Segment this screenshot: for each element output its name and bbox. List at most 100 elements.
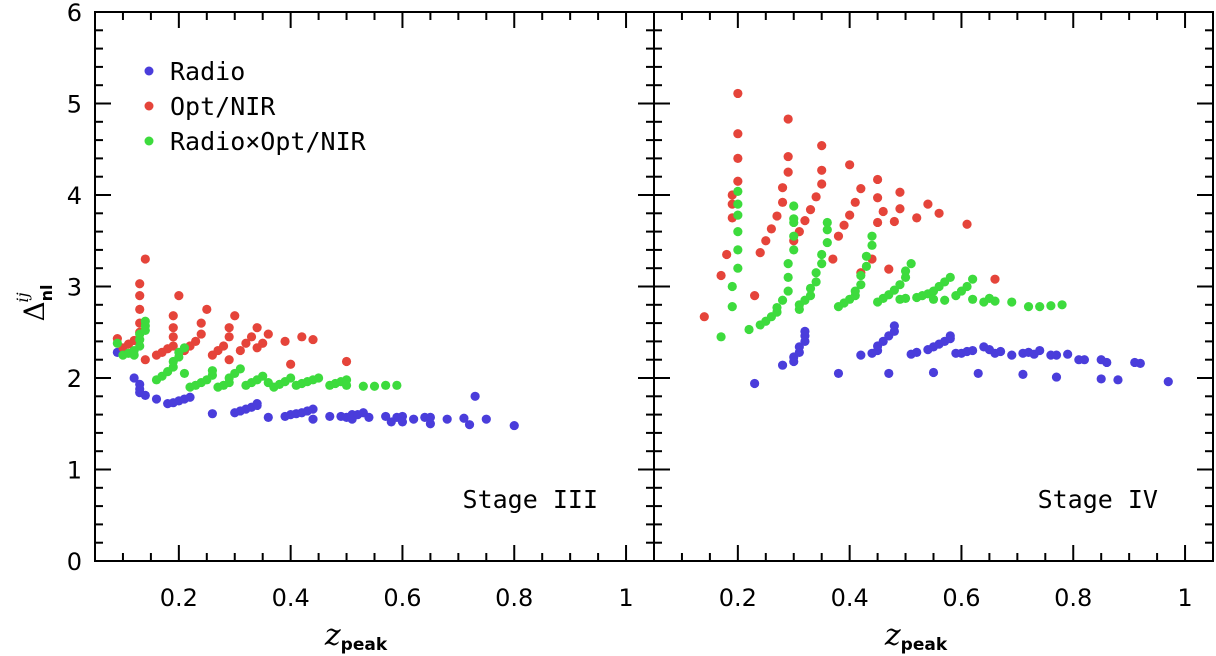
point-radio-x-opt-nir — [179, 343, 190, 353]
point-radio — [397, 417, 408, 427]
point-radio-x-opt-nir — [783, 272, 793, 282]
point-opt-nir — [833, 231, 844, 241]
point-opt-nir — [817, 140, 827, 151]
x-tick-label-stage-iv: 0.4 — [831, 584, 869, 612]
point-opt-nir — [873, 193, 883, 203]
point-radio-x-opt-nir — [822, 217, 832, 228]
x-tick-label-stage-iv: 0.8 — [1054, 584, 1092, 612]
point-opt-nir — [923, 199, 933, 209]
point-radio — [833, 368, 844, 379]
y-axis-label-symbol: Δ — [18, 301, 51, 321]
point-opt-nir — [241, 338, 251, 348]
point-opt-nir — [817, 165, 827, 175]
series-radio-stage-iii — [112, 347, 519, 431]
point-radio-x-opt-nir — [733, 263, 743, 273]
point-opt-nir — [135, 304, 145, 314]
point-radio-x-opt-nir — [811, 277, 821, 287]
x-axis-label-right-symbol: z — [884, 618, 901, 653]
point-radio-x-opt-nir — [968, 274, 978, 284]
point-radio-x-opt-nir — [962, 281, 972, 292]
point-radio-x-opt-nir — [817, 249, 827, 260]
point-radio-x-opt-nir — [135, 341, 145, 351]
series-radio-x-opt-nir-stage-iii — [112, 316, 402, 392]
point-radio — [800, 326, 810, 336]
point-opt-nir — [722, 249, 732, 260]
point-radio-x-opt-nir — [140, 316, 150, 326]
point-opt-nir — [218, 341, 229, 351]
point-radio-x-opt-nir — [733, 210, 743, 220]
point-opt-nir — [750, 291, 760, 301]
point-radio-x-opt-nir — [805, 291, 816, 301]
point-opt-nir — [811, 192, 821, 202]
point-opt-nir — [224, 355, 234, 365]
point-radio-x-opt-nir — [727, 281, 737, 292]
y-tick-label: 0 — [67, 548, 82, 576]
point-radio — [325, 411, 335, 422]
point-radio — [1096, 374, 1106, 384]
panel-stage-iii-marks — [112, 254, 519, 431]
point-radio-x-opt-nir — [1007, 297, 1017, 307]
point-opt-nir — [140, 355, 150, 365]
point-radio-x-opt-nir — [381, 380, 391, 390]
point-radio-x-opt-nir — [789, 201, 799, 211]
point-opt-nir — [230, 311, 240, 321]
point-opt-nir — [873, 217, 883, 228]
point-opt-nir — [839, 220, 849, 230]
point-radio — [973, 368, 983, 379]
point-opt-nir — [755, 248, 765, 258]
point-radio-x-opt-nir — [1023, 302, 1034, 312]
point-radio-x-opt-nir — [990, 296, 1000, 306]
point-radio-x-opt-nir — [867, 240, 877, 250]
point-radio-x-opt-nir — [772, 302, 782, 313]
point-radio — [777, 360, 788, 370]
x-axis-label-left: zpeak — [324, 618, 388, 655]
point-radio-x-opt-nir — [744, 324, 754, 335]
point-radio-x-opt-nir — [733, 227, 743, 237]
point-opt-nir — [280, 336, 290, 346]
point-radio-x-opt-nir — [811, 268, 821, 278]
point-radio — [425, 419, 435, 429]
point-radio-x-opt-nir — [733, 186, 743, 196]
y-tick-label: 2 — [67, 365, 82, 393]
x-tick-label-stage-iii: 0.2 — [160, 584, 198, 612]
point-radio — [425, 412, 435, 422]
point-opt-nir — [912, 213, 922, 223]
x-axis-label-right-subscript: peak — [901, 635, 948, 655]
point-radio — [928, 367, 939, 378]
point-opt-nir — [196, 329, 206, 339]
point-opt-nir — [805, 205, 816, 215]
point-radio — [750, 378, 760, 389]
point-radio-x-opt-nir — [906, 259, 916, 269]
point-radio-x-opt-nir — [968, 294, 978, 304]
point-radio — [263, 412, 273, 422]
point-opt-nir — [263, 329, 273, 339]
point-radio-x-opt-nir — [789, 231, 799, 241]
point-opt-nir — [828, 254, 838, 264]
point-radio — [1007, 350, 1017, 360]
point-opt-nir — [783, 167, 793, 177]
x-axis-label-right: zpeak — [884, 618, 948, 655]
point-radio-x-opt-nir — [850, 286, 860, 296]
point-radio — [1102, 357, 1112, 368]
y-axis-label-superscript: ij — [13, 292, 32, 302]
point-radio-x-opt-nir — [777, 295, 788, 305]
point-radio-x-opt-nir — [341, 380, 352, 390]
point-opt-nir — [878, 206, 888, 217]
legend-marker-radio — [144, 66, 154, 76]
x-tick-label-stage-iii: 0.8 — [495, 584, 533, 612]
point-radio — [464, 420, 475, 430]
point-radio-x-opt-nir — [207, 366, 217, 376]
point-radio — [884, 368, 894, 379]
point-radio — [995, 346, 1006, 357]
point-radio-x-opt-nir — [783, 259, 793, 269]
point-opt-nir — [733, 176, 743, 186]
y-tick-label: 4 — [67, 182, 82, 210]
point-opt-nir — [783, 151, 793, 162]
y-axis-label-subscript: nl — [37, 284, 56, 301]
point-radio — [252, 399, 262, 409]
point-opt-nir — [699, 312, 709, 322]
point-radio — [481, 414, 491, 424]
point-opt-nir — [990, 274, 1000, 284]
svg-text:Δnlij: Δnlij — [13, 284, 56, 321]
x-tick-label-stage-iii: 0.4 — [272, 584, 310, 612]
